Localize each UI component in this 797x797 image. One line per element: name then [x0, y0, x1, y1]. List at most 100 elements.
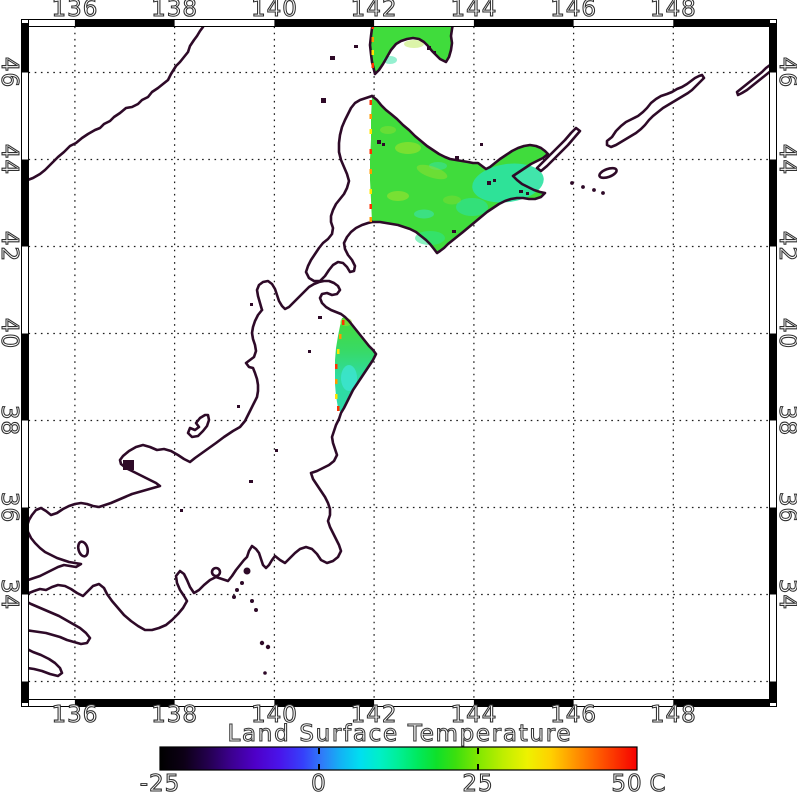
lat-label-left: 38 — [0, 405, 22, 436]
frame-black-segment — [21, 681, 29, 703]
colorbar-tick — [477, 748, 479, 754]
lat-label-left: 42 — [0, 231, 22, 262]
frame-black-segment — [673, 19, 773, 27]
kuril-islands — [535, 63, 770, 195]
swath-edge-pixel — [337, 349, 340, 354]
izu-islet — [232, 595, 236, 599]
lon-label-top: 142 — [351, 0, 398, 22]
hokkaido-lake — [452, 230, 456, 233]
izu-islet — [254, 608, 258, 612]
lon-label-top: 136 — [51, 0, 98, 22]
lon-label-top: 144 — [450, 0, 497, 22]
sakhalin-warm-patch — [404, 40, 424, 48]
zebra-map-frame — [21, 19, 777, 707]
coastline-honshu-pacific — [28, 279, 378, 632]
colorbar-ticks — [318, 748, 479, 770]
izu-islet — [263, 671, 267, 675]
island-hachijo — [265, 644, 271, 650]
hokkaido-dark-pixel — [493, 179, 496, 182]
lake-biwa — [76, 540, 90, 558]
lat-label-right: 36 — [774, 492, 797, 523]
swath-edge-pixel — [369, 169, 372, 174]
sakhalin-data-patch — [370, 26, 453, 74]
map-specks — [180, 45, 529, 675]
axis-labels: 136 136 138 138 140 140 142 142 144 144 146 146 148 1… — [0, 0, 797, 729]
lon-label-top: 140 — [251, 0, 298, 22]
lat-label-left: 44 — [0, 144, 22, 175]
lon-label-bottom: 140 — [251, 702, 298, 728]
island-rebun — [330, 56, 335, 60]
lon-label-top: 146 — [550, 0, 597, 22]
island-izu-oshima — [243, 567, 251, 575]
hokkaido-dark-pixel — [382, 143, 385, 146]
coastline-sakhalin — [368, 26, 454, 76]
swath-edge-pixel — [371, 37, 374, 42]
colorbar-label-min: -25 — [140, 771, 181, 797]
swath-edge-pixel — [369, 217, 372, 222]
frame-black-segment — [769, 507, 777, 595]
lat-label-right: 40 — [774, 318, 797, 349]
frame-black-segment — [769, 159, 777, 247]
izu-islet — [235, 588, 239, 592]
hokkaido-dark-pixel — [455, 156, 459, 160]
lat-label-right: 46 — [774, 57, 797, 88]
swath-edge-pixel — [371, 63, 374, 68]
lat-label-left: 36 — [0, 492, 22, 523]
lake-tazawa — [308, 350, 311, 353]
lon-label-top: 138 — [151, 0, 198, 22]
colorbar-label-max: 50 — [611, 771, 642, 797]
frame-black-segment — [74, 19, 175, 27]
colorbar-tick — [477, 764, 479, 770]
habomai-islet — [581, 185, 585, 189]
islet — [250, 303, 253, 306]
lon-label-bottom: 144 — [450, 702, 497, 728]
coastline-russia — [28, 26, 205, 182]
frame-black-segment — [473, 699, 574, 707]
izu-islet — [240, 581, 244, 585]
island-iturup — [605, 73, 706, 149]
frame-black-segment — [274, 699, 375, 707]
island-sado — [186, 413, 211, 439]
swath-edge-artifacts — [335, 26, 374, 411]
swath-edge-pixel — [342, 320, 345, 325]
lon-label-bottom: 138 — [151, 702, 198, 728]
lake-hamana — [210, 566, 222, 578]
colorbar: -25 0 25 50 C — [139, 746, 666, 797]
colorbar-label-25: 25 — [462, 771, 493, 797]
hokkaido-dark-pixel — [526, 192, 529, 195]
swath-edge-pixel — [369, 100, 372, 105]
swath-edge-pixel — [371, 50, 374, 55]
frame-black-segment — [769, 23, 777, 73]
izu-islet — [250, 599, 254, 603]
frame-black-segment — [21, 333, 29, 421]
lat-label-left: 46 — [0, 57, 22, 88]
lon-label-top: 148 — [650, 0, 697, 22]
coastline-honshu — [28, 279, 378, 632]
hokkaido-dark-pixel — [480, 143, 483, 146]
coastline-shikoku — [28, 601, 92, 678]
lake-suwa — [180, 509, 183, 512]
swath-edge-pixel — [339, 334, 342, 339]
swath-edge-pixel — [369, 114, 372, 119]
frame-black-segment — [21, 159, 29, 247]
coastline-honshu-seaofjapan — [28, 308, 264, 582]
swath-edge-pixel — [371, 26, 374, 29]
swath-edge-pixel — [369, 204, 372, 209]
map-content — [28, 26, 770, 678]
lake-chuzenji — [249, 480, 253, 483]
lat-label-right: 42 — [774, 231, 797, 262]
island-urup — [735, 63, 770, 97]
hokkaido-dark-pixel — [519, 190, 523, 193]
frame-black-segment — [473, 19, 574, 27]
swath-edge-pixel — [335, 364, 338, 369]
islet-awashima — [237, 405, 240, 408]
lat-label-left: 34 — [0, 579, 22, 610]
swath-edge-pixel — [337, 406, 340, 411]
colorbar-tick — [318, 748, 320, 754]
lake-towada — [318, 316, 322, 319]
colorbar-bar — [159, 746, 638, 771]
coastline-hokkaido-east — [370, 94, 550, 255]
tohoku-cool-patch — [341, 365, 357, 391]
hokkaido-dark-pixel — [377, 140, 381, 144]
